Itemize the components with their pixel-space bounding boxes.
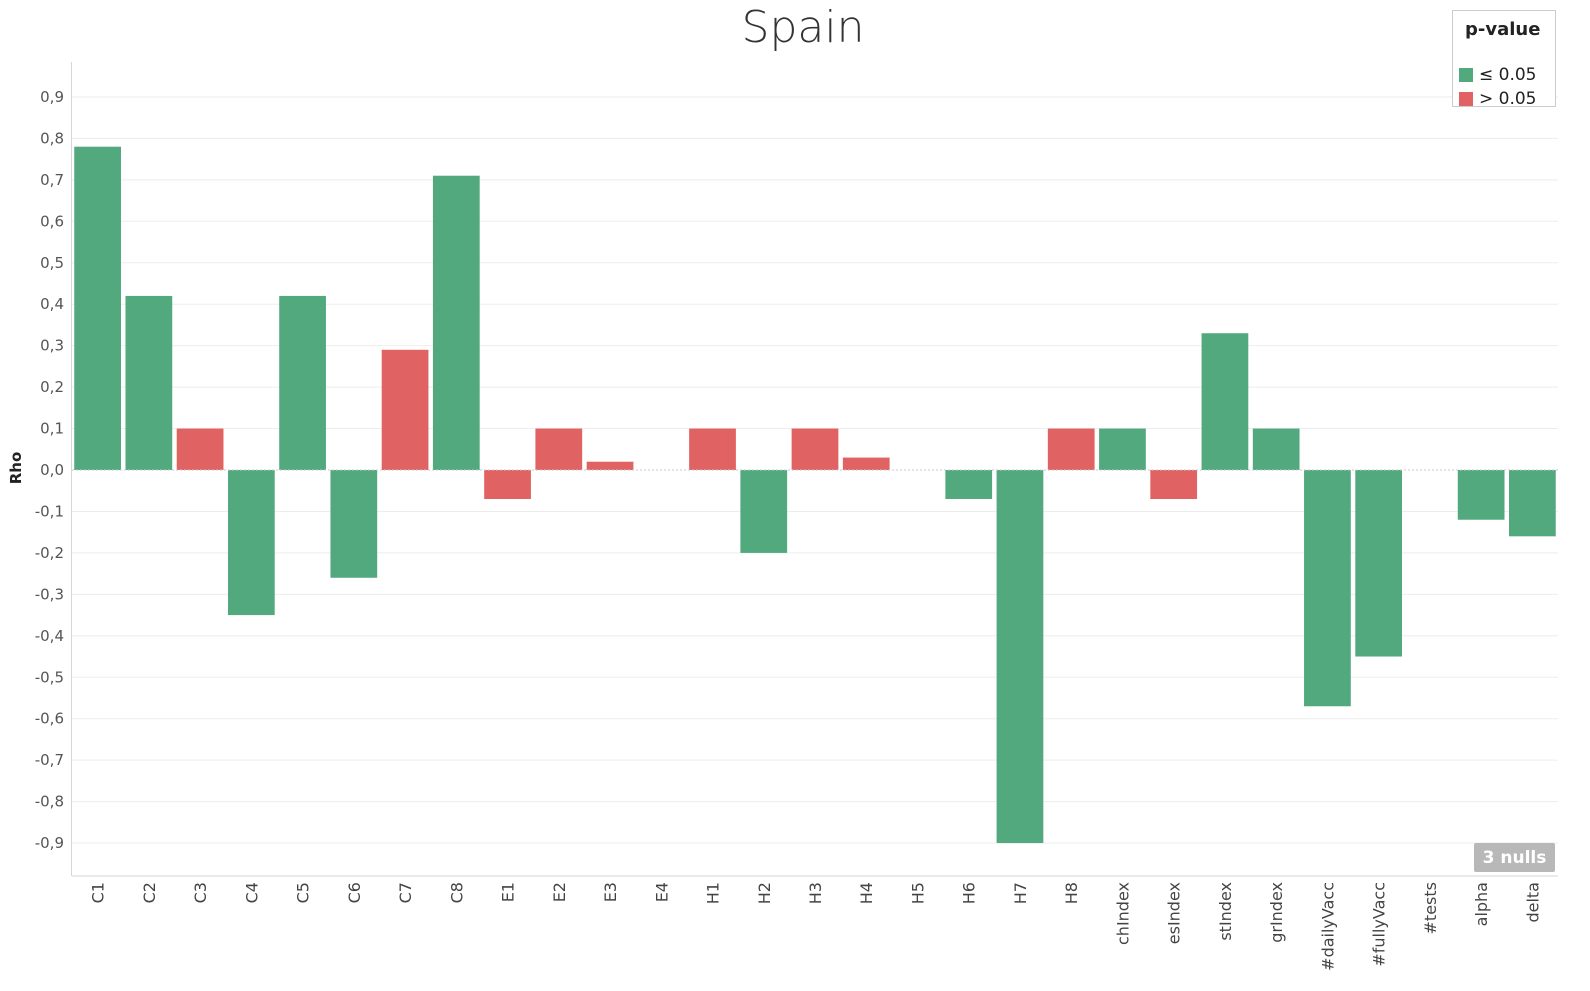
y-axis-label: Rho [7,452,25,485]
y-tick-label: 0,1 [40,420,64,438]
bar-esindex[interactable] [1150,470,1198,500]
legend-item-not-significant[interactable]: > 0.05 [1459,89,1537,109]
y-tick-label: 0,9 [40,88,64,106]
y-tick-label: -0,2 [35,544,64,562]
bar-h3[interactable] [791,428,839,470]
bar-dailyvacc[interactable] [1304,470,1351,707]
bar-c7[interactable] [381,349,429,470]
x-tick-label: E4 [652,882,671,902]
x-tick-label: C4 [242,882,261,903]
x-tick-label: #dailyVacc [1318,882,1337,971]
x-tick-label: H7 [1011,882,1030,904]
x-tick-label: E1 [499,882,518,902]
bar-grindex[interactable] [1252,428,1300,470]
bar-h1[interactable] [689,428,736,470]
x-tick-label: chIndex [1113,882,1132,945]
y-tick-label: -0,9 [35,834,64,852]
legend-swatch-significant [1459,68,1473,82]
bar-c5[interactable] [279,295,326,470]
bar-h2[interactable] [740,470,788,553]
x-tick-label: C8 [447,882,466,903]
bar-h4[interactable] [842,457,890,470]
y-tick-label: -0,4 [35,627,64,645]
bar-c3[interactable] [176,428,224,470]
y-tick-label: 0,3 [40,337,64,355]
legend-swatch-not-significant [1459,92,1473,106]
y-tick-label: -0,5 [35,668,64,686]
x-tick-label: H8 [1062,882,1081,904]
x-tick-label: grIndex [1267,882,1286,943]
x-tick-label: C1 [89,882,108,903]
x-tick-label: esIndex [1165,882,1184,944]
y-tick-label: -0,1 [35,502,64,520]
bar-chindex[interactable] [1099,428,1146,470]
bar-c1[interactable] [74,146,121,470]
bar-alpha[interactable] [1457,470,1505,520]
legend-label-not-significant: > 0.05 [1479,89,1537,109]
x-tick-label: stIndex [1216,882,1235,941]
bar-fullyvacc[interactable] [1355,470,1403,657]
x-tick-label: #fullyVacc [1370,882,1389,967]
y-tick-label: 0,5 [40,254,64,272]
y-tick-label: -0,6 [35,710,64,728]
bar-h7[interactable] [996,470,1044,844]
y-tick-label: 0,0 [40,461,64,479]
bar-h8[interactable] [1047,428,1095,470]
y-tick-label: -0,7 [35,751,64,769]
bar-c8[interactable] [432,175,480,470]
x-tick-label: E2 [550,882,569,902]
bar-c2[interactable] [125,295,173,470]
x-tick-label: H5 [908,882,927,904]
legend: p-value ≤ 0.05 > 0.05 [1452,10,1556,109]
y-tick-label: 0,2 [40,378,64,396]
x-tick-label: C7 [396,882,415,903]
nulls-indicator[interactable]: 3 nulls [1474,843,1555,872]
bar-c6[interactable] [330,470,378,578]
bar-e2[interactable] [535,428,583,470]
y-tick-label: 0,6 [40,212,64,230]
x-tick-label: #tests [1421,882,1440,934]
x-tick-label: C6 [345,882,364,903]
bar-delta[interactable] [1509,470,1556,537]
x-tick-label: delta [1523,882,1542,923]
bar-e3[interactable] [586,461,634,470]
y-axis-ticks: 0,9 0,8 0,7 0,6 0,5 0,4 0,3 0,2 0,1 0,0 -0,1 -0,2 -0… [35,88,64,852]
x-axis-ticks: C1 C2 C3 C4 C5 C6 C7 C8 E1 E2 E3 E4 H1 H2 H3 H4 H5 H6 H7 H8… [89,882,1543,971]
bar-h6[interactable] [945,470,993,500]
x-tick-label: alpha [1472,882,1491,926]
x-tick-label: H3 [806,882,825,904]
bars [74,146,1556,844]
x-tick-label: C5 [294,882,313,903]
y-tick-label: 0,7 [40,171,64,189]
x-tick-label: H6 [960,882,979,904]
axes [71,62,1558,877]
x-tick-label: C3 [191,882,210,903]
x-tick-label: H1 [704,882,723,904]
y-tick-label: 0,8 [40,129,64,147]
y-tick-label: 0,4 [40,295,64,313]
bar-stindex[interactable] [1201,333,1249,470]
x-tick-label: E3 [601,882,620,902]
legend-label-significant: ≤ 0.05 [1479,65,1537,85]
legend-item-significant[interactable]: ≤ 0.05 [1459,65,1537,85]
x-tick-label: H4 [857,882,876,904]
x-tick-label: H2 [755,882,774,904]
bar-e1[interactable] [484,470,531,500]
x-tick-label: C2 [140,882,159,903]
legend-title: p-value [1465,19,1541,40]
chart-title: Spain [742,2,865,53]
y-tick-label: -0,8 [35,793,64,811]
bar-c4[interactable] [227,470,275,616]
y-tick-label: -0,3 [35,585,64,603]
